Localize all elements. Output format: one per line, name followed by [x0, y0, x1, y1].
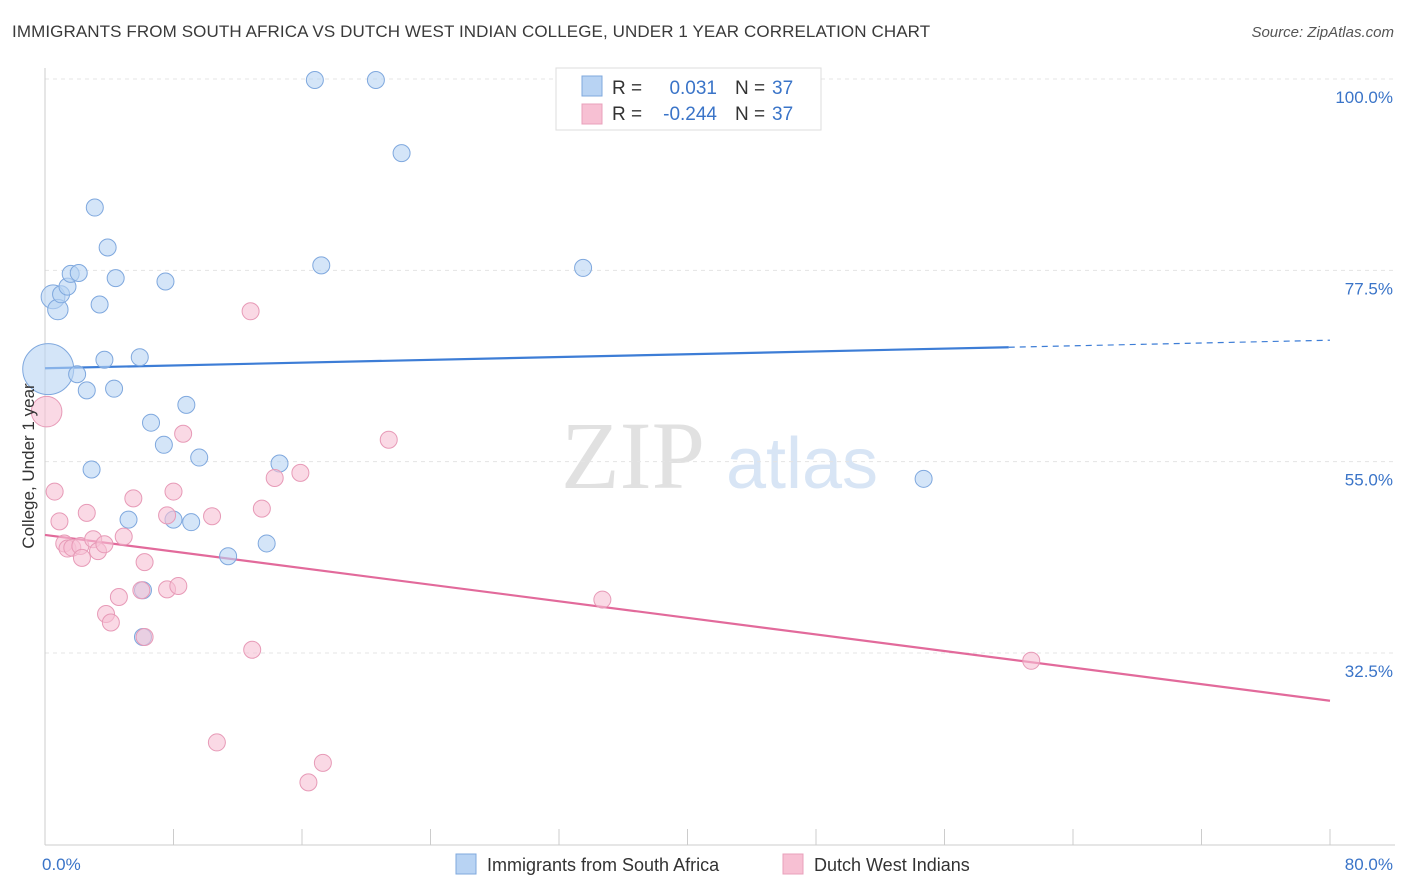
stats-swatch-blue [581, 75, 603, 97]
x-tick-label-min: 0.0% [42, 855, 81, 874]
y-tick-label: 32.5% [1345, 662, 1393, 681]
watermark-atlas: atlas [726, 424, 878, 504]
point-south-africa [90, 295, 109, 314]
point-dutch-west-indians [174, 424, 193, 443]
point-dutch-west-indians [114, 527, 133, 546]
stats-swatch-pink [581, 103, 603, 125]
point-south-africa [85, 198, 104, 217]
point-south-africa [190, 448, 209, 467]
stats-r-value-1: 0.031 [669, 78, 717, 99]
stats-r-value-2: -0.244 [663, 104, 717, 125]
point-south-africa [219, 547, 238, 566]
y-tick-label: 55.0% [1345, 471, 1393, 490]
stats-n-value-2: 37 [772, 104, 793, 125]
point-dutch-west-indians [252, 499, 271, 518]
point-south-africa [95, 350, 114, 369]
point-south-africa [177, 395, 196, 414]
watermark-zip: ZIP [561, 402, 705, 509]
point-dutch-west-indians [77, 503, 96, 522]
point-dutch-west-indians [109, 588, 128, 607]
point-south-africa [82, 460, 101, 479]
point-south-africa [69, 264, 88, 283]
legend-label-dutch-west-indians: Dutch West Indians [814, 855, 970, 875]
point-south-africa [182, 513, 201, 532]
stats-r-label-2: R = [612, 104, 642, 125]
stats-n-value-1: 37 [772, 78, 793, 99]
point-dutch-west-indians [132, 581, 151, 600]
point-south-africa [154, 435, 173, 454]
point-dutch-west-indians [1022, 651, 1041, 670]
point-south-africa [156, 272, 175, 291]
point-south-africa [130, 348, 149, 367]
point-south-africa [77, 381, 96, 400]
point-south-africa [106, 269, 125, 288]
point-dutch-west-indians [101, 613, 120, 632]
point-dutch-west-indians [593, 590, 612, 609]
y-axis-label: College, Under 1 year [19, 383, 38, 549]
stats-r-label-1: R = [612, 78, 642, 99]
trend-line-extension [1008, 339, 1331, 348]
gridlines [45, 78, 1395, 654]
point-south-africa [312, 256, 331, 275]
point-dutch-west-indians [241, 302, 260, 321]
point-dutch-west-indians [72, 548, 91, 567]
point-dutch-west-indians [158, 506, 177, 525]
point-south-africa [105, 379, 124, 398]
point-south-africa [142, 413, 161, 432]
axes: 32.5% 55.0% 77.5% 100.0% 0.0% 80.0% [42, 68, 1395, 874]
source-credit: Source: ZipAtlas.com [1251, 24, 1394, 41]
point-dutch-west-indians [45, 482, 64, 501]
point-dutch-west-indians [313, 753, 332, 772]
watermark: ZIP atlas [561, 402, 878, 509]
legend-swatch-dutch-west-indians [782, 853, 804, 875]
y-tick-label: 100.0% [1335, 88, 1393, 107]
point-dutch-west-indians [164, 482, 183, 501]
data-points [22, 70, 1041, 792]
point-dutch-west-indians [135, 553, 154, 572]
point-south-africa [257, 534, 276, 553]
trend-line-dutch-west-indians [44, 533, 1331, 702]
trend-line-south-africa [44, 346, 1009, 370]
point-south-africa [914, 469, 933, 488]
point-dutch-west-indians [135, 627, 154, 646]
point-dutch-west-indians [95, 535, 114, 554]
stats-n-label-1: N = [735, 78, 765, 99]
point-dutch-west-indians [124, 489, 143, 508]
point-dutch-west-indians [243, 640, 262, 659]
point-south-africa [98, 238, 117, 257]
point-dutch-west-indians [169, 576, 188, 595]
point-south-africa [366, 70, 385, 89]
legend-swatch-south-africa [455, 853, 477, 875]
point-dutch-west-indians [30, 395, 63, 428]
legend-label-south-africa: Immigrants from South Africa [487, 855, 720, 875]
point-dutch-west-indians [265, 468, 284, 487]
series-legend: Immigrants from South Africa Dutch West … [455, 853, 970, 875]
point-dutch-west-indians [50, 512, 69, 531]
x-tick-label-max: 80.0% [1345, 855, 1393, 874]
point-south-africa [392, 144, 411, 163]
point-dutch-west-indians [299, 773, 318, 792]
point-dutch-west-indians [291, 463, 310, 482]
chart-title: IMMIGRANTS FROM SOUTH AFRICA VS DUTCH WE… [12, 22, 931, 41]
point-south-africa [68, 365, 87, 384]
trend-lines [44, 339, 1331, 702]
point-south-africa [305, 70, 324, 89]
y-tick-label: 77.5% [1345, 279, 1393, 298]
point-dutch-west-indians [207, 733, 226, 752]
point-dutch-west-indians [203, 507, 222, 526]
point-dutch-west-indians [379, 430, 398, 449]
stats-legend: R = 0.031 N = 37 R = -0.244 N = 37 [555, 67, 822, 131]
point-south-africa [119, 510, 138, 529]
stats-n-label-2: N = [735, 104, 765, 125]
point-south-africa [574, 258, 593, 277]
